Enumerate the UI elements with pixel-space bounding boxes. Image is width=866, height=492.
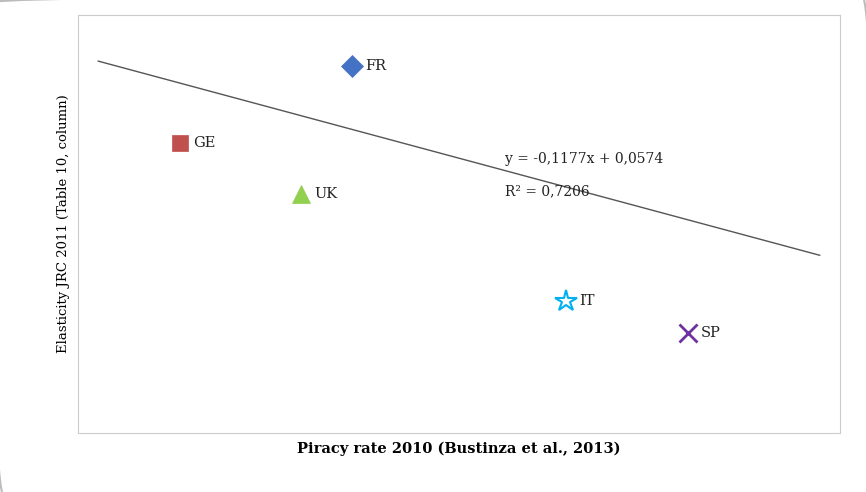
Text: SP: SP <box>701 326 721 340</box>
Text: FR: FR <box>365 59 386 73</box>
Text: IT: IT <box>578 294 594 308</box>
Text: R² = 0,7206: R² = 0,7206 <box>505 184 590 198</box>
X-axis label: Piracy rate 2010 (Bustinza et al., 2013): Piracy rate 2010 (Bustinza et al., 2013) <box>297 441 621 456</box>
Text: GE: GE <box>193 135 215 150</box>
Y-axis label: Elasticity JRC 2011 (Table 10, column): Elasticity JRC 2011 (Table 10, column) <box>56 94 69 353</box>
Text: y = -0,1177x + 0,0574: y = -0,1177x + 0,0574 <box>505 152 663 166</box>
Text: UK: UK <box>314 186 338 201</box>
